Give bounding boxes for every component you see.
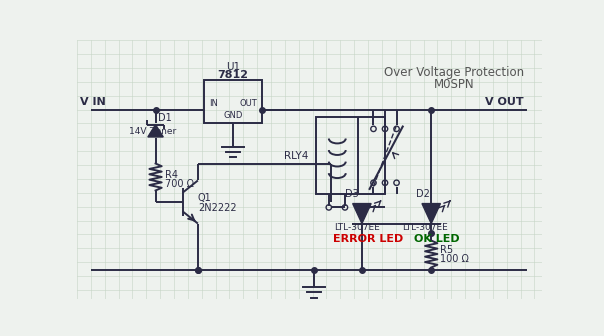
Text: GND: GND: [223, 111, 243, 120]
Text: 700 Ω: 700 Ω: [165, 179, 194, 189]
Text: U1: U1: [226, 61, 240, 72]
Text: D3: D3: [345, 189, 359, 199]
Text: RLY4: RLY4: [284, 151, 308, 161]
Text: 2N2222: 2N2222: [198, 203, 237, 213]
Bar: [204, 80, 262, 124]
Text: OUT: OUT: [239, 99, 257, 108]
Text: IN: IN: [208, 99, 217, 108]
Text: 100 Ω: 100 Ω: [440, 254, 469, 264]
Text: LTL-307EE: LTL-307EE: [334, 223, 380, 232]
Polygon shape: [353, 204, 371, 223]
Bar: [316, 117, 385, 194]
Text: OK LED: OK LED: [414, 234, 460, 244]
Text: 7812: 7812: [217, 70, 248, 80]
Text: ERROR LED: ERROR LED: [333, 234, 403, 244]
Text: LTL-307EE: LTL-307EE: [402, 223, 448, 232]
Text: R5: R5: [440, 245, 454, 255]
Text: Q1: Q1: [198, 193, 211, 203]
Text: R4: R4: [165, 170, 178, 180]
Text: D1: D1: [158, 113, 172, 123]
Text: V IN: V IN: [80, 96, 106, 107]
Text: 14V Zener: 14V Zener: [129, 127, 176, 136]
Text: Over Voltage Protection: Over Voltage Protection: [384, 66, 524, 79]
Polygon shape: [148, 125, 163, 137]
Text: V OUT: V OUT: [485, 96, 524, 107]
Polygon shape: [422, 204, 440, 223]
Text: M0SPN: M0SPN: [434, 78, 475, 91]
Text: D2: D2: [416, 189, 429, 199]
